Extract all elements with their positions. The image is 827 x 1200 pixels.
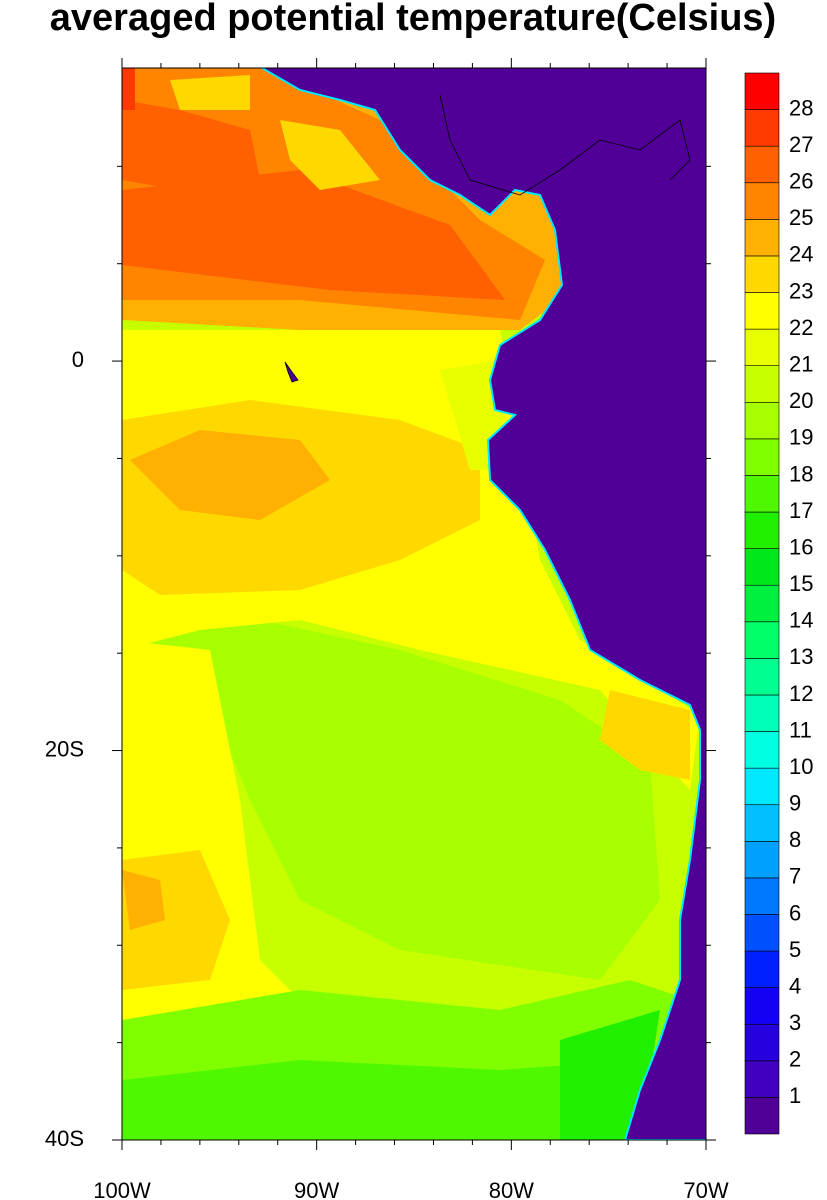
colorbar-box: [744, 328, 780, 366]
colorbar-box: [744, 877, 780, 915]
colorbar-label: 14: [789, 608, 813, 633]
contour-region: [122, 870, 165, 930]
colorbar-box: [744, 731, 780, 769]
colorbar-box: [744, 475, 780, 513]
colorbar-box: [744, 1097, 780, 1135]
x-tick-label: 70W: [683, 1178, 728, 1200]
colorbar-box: [744, 1060, 780, 1098]
x-tick-label: 90W: [294, 1178, 339, 1200]
colorbar-box: [744, 658, 780, 696]
colorbar-label: 19: [789, 425, 813, 450]
colorbar-box: [744, 584, 780, 623]
colorbar-label: 4: [789, 973, 801, 998]
contour-region: [122, 1060, 640, 1140]
colorbar-label: 6: [789, 900, 801, 925]
colorbar-label: 21: [789, 352, 813, 377]
contour-region: [122, 68, 135, 110]
colorbar-box: [744, 182, 780, 220]
y-tick-label: 0: [72, 347, 84, 372]
colorbar-box: [744, 292, 780, 330]
contour-field: [122, 68, 706, 1140]
y-tick-label: 20S: [45, 736, 84, 761]
colorbar-box: [744, 438, 780, 476]
colorbar-label: 18: [789, 461, 813, 486]
colorbar-label: 10: [789, 754, 813, 779]
title: averaged potential temperature(Celsius): [50, 0, 776, 39]
colorbar-box: [744, 950, 780, 988]
colorbar-label: 5: [789, 937, 801, 962]
colorbar-label: 27: [789, 132, 813, 157]
colorbar-box: [744, 1023, 780, 1062]
colorbar-box: [744, 401, 780, 440]
x-tick-label: 100W: [93, 1178, 151, 1200]
island: [284, 361, 299, 383]
contour-region: [600, 690, 690, 780]
land: [261, 68, 706, 1140]
colorbar-box: [744, 219, 780, 257]
colorbar-box: [744, 511, 780, 549]
colorbar-label: 25: [789, 205, 813, 230]
colorbar-label: 11: [789, 717, 812, 742]
colorbar-box: [744, 767, 780, 806]
colorbar-label: 3: [789, 1010, 801, 1035]
colorbar-box: [744, 621, 780, 659]
colorbar-box: [744, 914, 780, 952]
colorbar-box: [744, 841, 780, 879]
colorbar-label: 22: [789, 315, 813, 340]
colorbar-box: [744, 694, 780, 732]
border: [439, 94, 691, 196]
contour-region: [122, 100, 260, 190]
colorbar-box: [744, 548, 780, 586]
colorbar-label: 7: [789, 864, 801, 889]
colorbar-box: [744, 365, 780, 403]
colorbar-box: [744, 109, 780, 147]
colorbar-label: 16: [789, 534, 813, 559]
y-tick-label: 40S: [45, 1126, 84, 1151]
plot-frame: [121, 67, 707, 1141]
x-tick-label: 80W: [489, 1178, 534, 1200]
colorbar-label: 17: [789, 498, 813, 523]
contour-region: [122, 170, 505, 300]
colorbar-box: [744, 72, 780, 110]
colorbar-label: 8: [789, 827, 801, 852]
colorbar-box: [744, 987, 780, 1025]
colorbar-label: 26: [789, 169, 813, 194]
colorbar-box: [744, 145, 780, 184]
colorbar-label: 20: [789, 388, 813, 413]
colorbar-label: 2: [789, 1047, 801, 1072]
contour-region: [170, 75, 250, 110]
colorbar-label: 23: [789, 278, 813, 303]
colorbar-label: 9: [789, 791, 801, 816]
contour-region: [130, 430, 330, 520]
contour-region: [280, 120, 380, 190]
colorbar-label: 12: [789, 681, 813, 706]
colorbar-box: [744, 804, 780, 842]
colorbar-label: 24: [789, 242, 813, 267]
colorbar-label: 13: [789, 644, 813, 669]
colorbar-label: 28: [789, 95, 813, 120]
colorbar-label: 1: [789, 1083, 801, 1108]
colorbar-box: [744, 255, 780, 293]
colorbar-label: 15: [789, 571, 813, 596]
contour-region: [122, 620, 660, 980]
